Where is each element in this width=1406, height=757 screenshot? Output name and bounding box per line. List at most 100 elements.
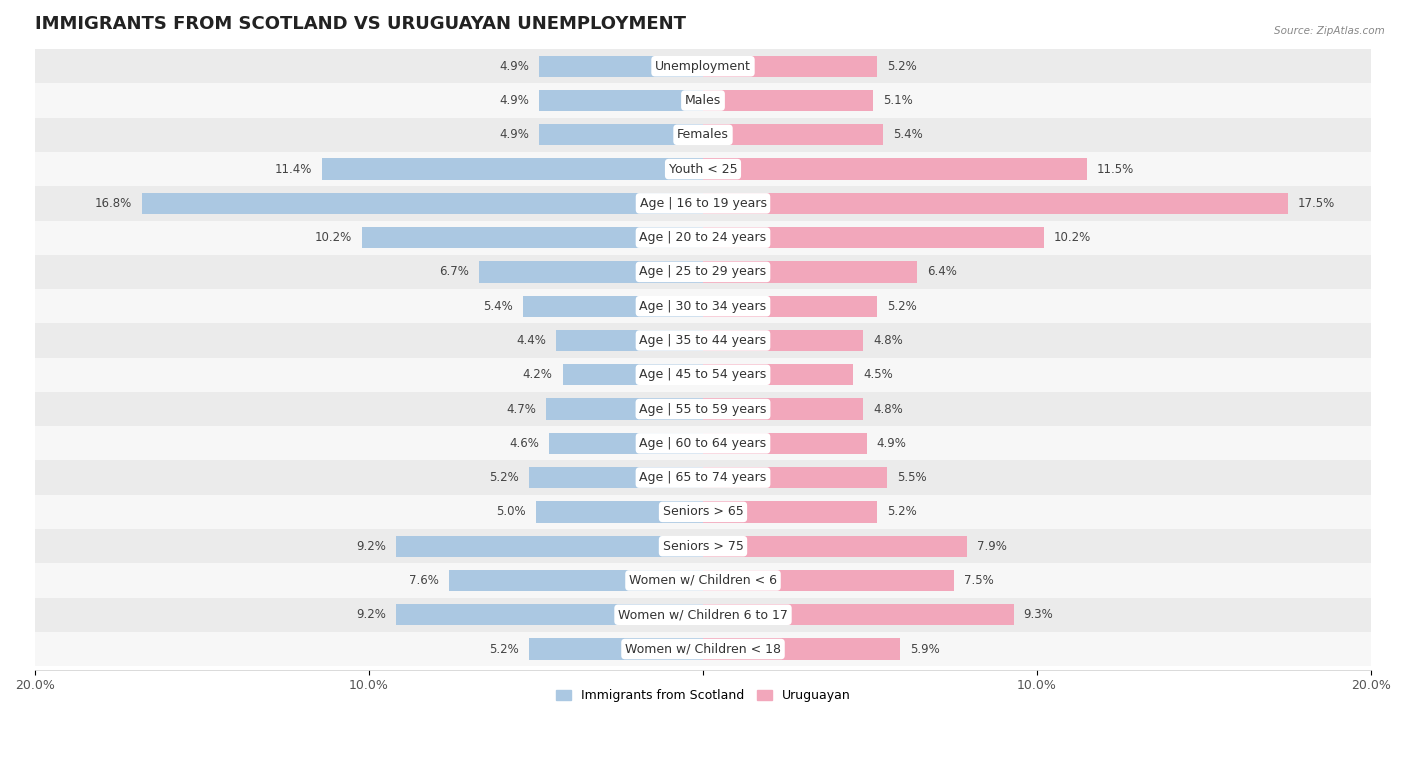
- Text: Youth < 25: Youth < 25: [669, 163, 737, 176]
- Text: 5.2%: 5.2%: [887, 300, 917, 313]
- Text: Age | 25 to 29 years: Age | 25 to 29 years: [640, 266, 766, 279]
- Text: 7.6%: 7.6%: [409, 574, 439, 587]
- Bar: [703, 604, 1014, 625]
- Text: Age | 30 to 34 years: Age | 30 to 34 years: [640, 300, 766, 313]
- Bar: [536, 501, 703, 522]
- Text: 4.8%: 4.8%: [873, 403, 903, 416]
- Text: 17.5%: 17.5%: [1298, 197, 1334, 210]
- Text: 4.9%: 4.9%: [499, 128, 529, 142]
- Bar: [540, 90, 703, 111]
- Bar: [35, 152, 1371, 186]
- Text: 4.8%: 4.8%: [873, 334, 903, 347]
- Bar: [703, 638, 900, 659]
- Bar: [35, 597, 1371, 632]
- Text: 5.0%: 5.0%: [496, 506, 526, 519]
- Bar: [523, 295, 703, 317]
- Bar: [546, 398, 703, 419]
- Bar: [449, 570, 703, 591]
- Text: Women w/ Children < 18: Women w/ Children < 18: [626, 643, 780, 656]
- Bar: [35, 632, 1371, 666]
- Text: Seniors > 75: Seniors > 75: [662, 540, 744, 553]
- Bar: [35, 289, 1371, 323]
- Bar: [35, 392, 1371, 426]
- Text: 4.2%: 4.2%: [523, 368, 553, 382]
- Bar: [703, 55, 877, 77]
- Bar: [395, 604, 703, 625]
- Bar: [562, 364, 703, 385]
- Text: Women w/ Children 6 to 17: Women w/ Children 6 to 17: [619, 608, 787, 621]
- Text: 4.5%: 4.5%: [863, 368, 893, 382]
- Bar: [35, 529, 1371, 563]
- Bar: [363, 227, 703, 248]
- Text: 4.6%: 4.6%: [509, 437, 540, 450]
- Bar: [703, 193, 1288, 214]
- Bar: [540, 124, 703, 145]
- Bar: [703, 467, 887, 488]
- Text: 11.5%: 11.5%: [1097, 163, 1135, 176]
- Bar: [703, 90, 873, 111]
- Text: 10.2%: 10.2%: [1053, 231, 1091, 245]
- Text: 5.5%: 5.5%: [897, 471, 927, 484]
- Text: Age | 55 to 59 years: Age | 55 to 59 years: [640, 403, 766, 416]
- Bar: [35, 220, 1371, 255]
- Bar: [35, 323, 1371, 357]
- Bar: [703, 295, 877, 317]
- Bar: [703, 535, 967, 557]
- Bar: [703, 398, 863, 419]
- Text: 5.2%: 5.2%: [887, 60, 917, 73]
- Text: 4.9%: 4.9%: [499, 94, 529, 107]
- Text: 5.2%: 5.2%: [887, 506, 917, 519]
- Text: 5.4%: 5.4%: [893, 128, 924, 142]
- Legend: Immigrants from Scotland, Uruguayan: Immigrants from Scotland, Uruguayan: [551, 684, 855, 707]
- Text: Source: ZipAtlas.com: Source: ZipAtlas.com: [1274, 26, 1385, 36]
- Text: IMMIGRANTS FROM SCOTLAND VS URUGUAYAN UNEMPLOYMENT: IMMIGRANTS FROM SCOTLAND VS URUGUAYAN UN…: [35, 15, 686, 33]
- Text: Unemployment: Unemployment: [655, 60, 751, 73]
- Bar: [35, 563, 1371, 597]
- Bar: [703, 364, 853, 385]
- Bar: [35, 460, 1371, 495]
- Text: Age | 65 to 74 years: Age | 65 to 74 years: [640, 471, 766, 484]
- Text: 16.8%: 16.8%: [94, 197, 132, 210]
- Text: Age | 16 to 19 years: Age | 16 to 19 years: [640, 197, 766, 210]
- Text: 4.4%: 4.4%: [516, 334, 546, 347]
- Text: 9.3%: 9.3%: [1024, 608, 1053, 621]
- Text: 5.1%: 5.1%: [883, 94, 912, 107]
- Bar: [529, 467, 703, 488]
- Bar: [35, 426, 1371, 460]
- Bar: [142, 193, 703, 214]
- Bar: [550, 433, 703, 454]
- Text: 9.2%: 9.2%: [356, 540, 385, 553]
- Bar: [703, 124, 883, 145]
- Text: 4.9%: 4.9%: [877, 437, 907, 450]
- Text: 5.2%: 5.2%: [489, 643, 519, 656]
- Text: 4.7%: 4.7%: [506, 403, 536, 416]
- Bar: [35, 117, 1371, 152]
- Text: 5.2%: 5.2%: [489, 471, 519, 484]
- Text: Age | 60 to 64 years: Age | 60 to 64 years: [640, 437, 766, 450]
- Bar: [703, 330, 863, 351]
- Bar: [35, 357, 1371, 392]
- Text: 11.4%: 11.4%: [274, 163, 312, 176]
- Bar: [35, 495, 1371, 529]
- Bar: [395, 535, 703, 557]
- Text: 5.9%: 5.9%: [910, 643, 939, 656]
- Bar: [703, 433, 866, 454]
- Bar: [35, 186, 1371, 220]
- Bar: [529, 638, 703, 659]
- Text: 4.9%: 4.9%: [499, 60, 529, 73]
- Text: Females: Females: [678, 128, 728, 142]
- Bar: [35, 255, 1371, 289]
- Text: Age | 45 to 54 years: Age | 45 to 54 years: [640, 368, 766, 382]
- Bar: [479, 261, 703, 282]
- Text: Males: Males: [685, 94, 721, 107]
- Bar: [703, 158, 1087, 179]
- Bar: [555, 330, 703, 351]
- Text: 9.2%: 9.2%: [356, 608, 385, 621]
- Text: Women w/ Children < 6: Women w/ Children < 6: [628, 574, 778, 587]
- Text: 10.2%: 10.2%: [315, 231, 353, 245]
- Bar: [703, 227, 1043, 248]
- Bar: [540, 55, 703, 77]
- Text: 6.4%: 6.4%: [927, 266, 956, 279]
- Bar: [703, 501, 877, 522]
- Text: Age | 35 to 44 years: Age | 35 to 44 years: [640, 334, 766, 347]
